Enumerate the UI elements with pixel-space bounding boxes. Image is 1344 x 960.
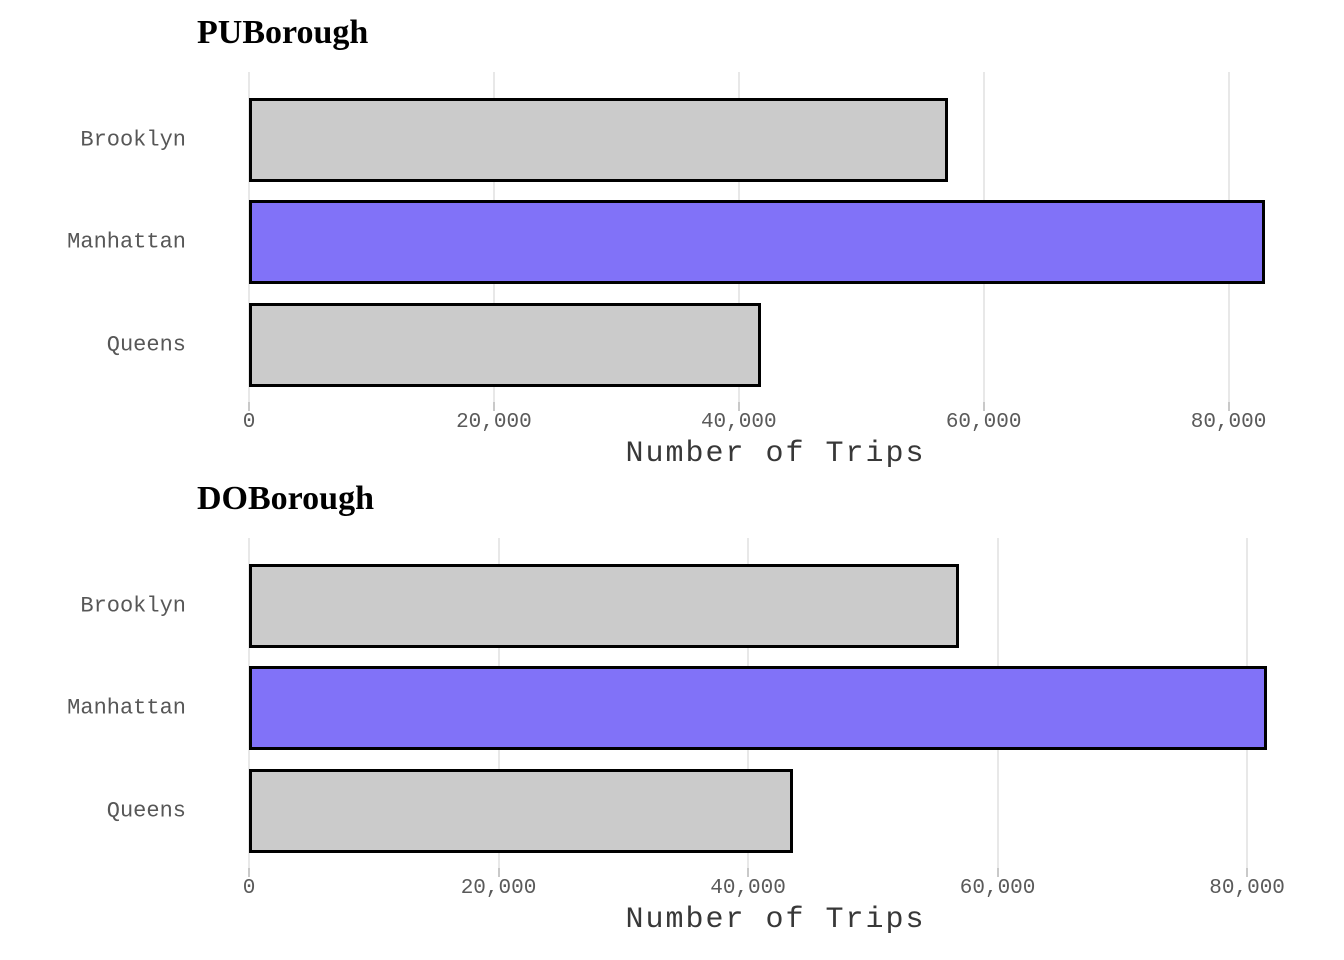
x-tick-mark [248,868,250,877]
y-tick-label-manhattan: Manhattan [67,229,186,255]
x-tick-mark [1246,868,1249,877]
x-tick-label: 20,000 [460,877,537,900]
y-tick-label-brooklyn: Brooklyn [80,593,186,619]
bar-brooklyn [249,98,949,182]
x-tick-label: 0 [242,877,256,900]
y-tick-label-brooklyn: Brooklyn [80,127,186,153]
x-axis-title: Number of Trips [625,437,926,471]
chart-puborough: PUBorough Brooklyn Manhattan Queens 0 20,00… [0,14,1302,471]
chart-title: DOBorough [197,480,374,517]
plot-panel [248,72,1302,402]
x-tick-mark [497,868,500,877]
chart-doborough: DOBorough Brooklyn Manhattan Queens 0 20,00… [0,466,1344,946]
bar-brooklyn [249,564,959,648]
x-tick-mark [982,402,985,411]
y-axis-labels: Brooklyn Manhattan Queens [0,72,186,402]
x-axis-title: Number of Trips [625,903,926,937]
x-tick-label: 60,000 [945,411,1022,434]
y-tick-label-queens: Queens [106,332,186,358]
x-tick-label: 40,000 [710,877,786,900]
bar-queens [249,303,761,387]
x-tick-label: 40,000 [700,411,777,434]
x-tick-mark [1227,402,1230,411]
plot-panel [248,538,1302,868]
chart-title: PUBorough [197,14,369,51]
bar-queens [249,769,793,853]
y-tick-label-manhattan: Manhattan [67,695,186,721]
x-tick-mark [737,402,740,411]
x-tick-mark [747,868,750,877]
y-tick-label-queens: Queens [106,798,186,824]
x-tick-label: 80,000 [1209,877,1285,900]
x-tick-label: 20,000 [456,411,532,434]
bar-manhattan [249,200,1266,284]
x-tick-label: 60,000 [959,877,1036,900]
y-axis-labels: Brooklyn Manhattan Queens [0,538,186,868]
x-tick-mark [248,402,250,411]
x-tick-label: 80,000 [1190,411,1267,434]
x-tick-mark [996,868,999,877]
x-tick-label: 0 [242,411,256,434]
x-tick-mark [492,402,495,411]
bar-manhattan [249,666,1268,750]
